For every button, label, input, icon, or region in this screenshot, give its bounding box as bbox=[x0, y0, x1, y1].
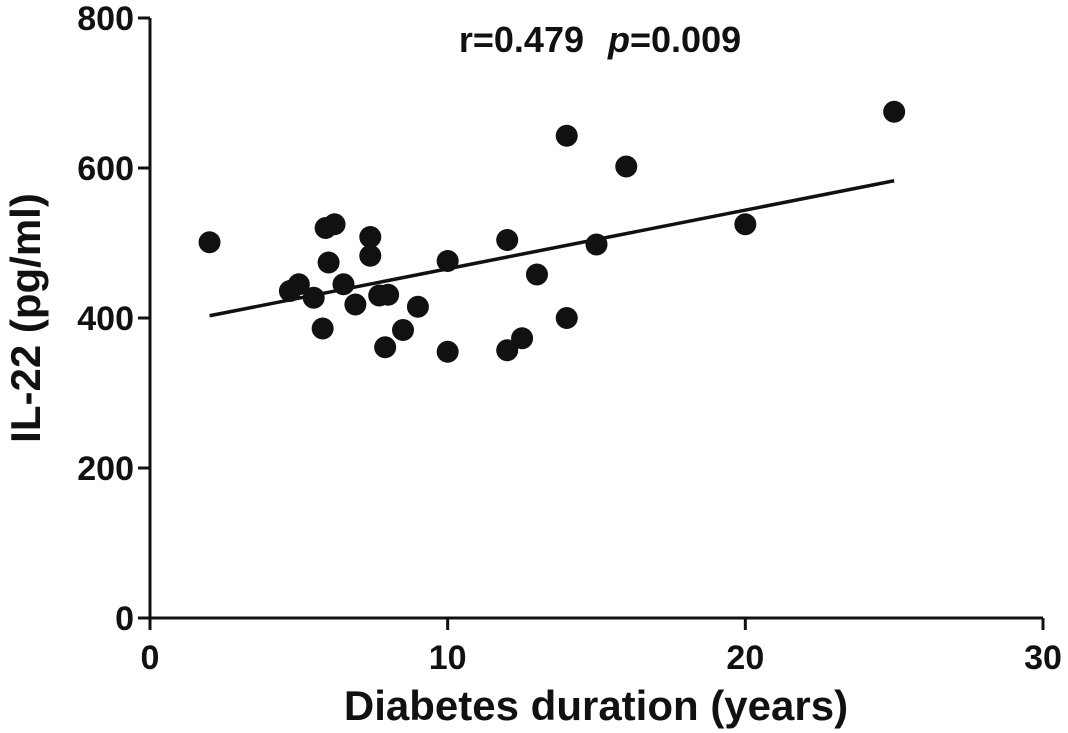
axes bbox=[148, 18, 1043, 620]
data-point bbox=[496, 339, 519, 362]
data-point bbox=[585, 233, 608, 256]
ticks: 0 10 20 30 0 200 400 600 800 bbox=[77, 0, 1062, 677]
x-axis-title: Diabetes duration (years) bbox=[344, 682, 848, 729]
correlation-annotation: r=0.479 p=0.009 bbox=[459, 19, 741, 60]
data-point bbox=[511, 327, 534, 350]
p-symbol: p bbox=[607, 19, 630, 60]
p-value: =0.009 bbox=[630, 19, 741, 60]
data-point bbox=[359, 244, 382, 267]
data-point bbox=[436, 340, 459, 363]
data-point bbox=[332, 273, 355, 296]
x-tick-label: 30 bbox=[1024, 639, 1062, 677]
y-axis-title: IL-22 (pg/ml) bbox=[2, 193, 49, 443]
data-point bbox=[615, 155, 638, 178]
data-point bbox=[392, 319, 415, 341]
y-tick-label: 600 bbox=[77, 150, 134, 188]
data-point bbox=[555, 124, 578, 147]
r-value: r=0.479 bbox=[459, 19, 584, 60]
y-tick-label: 800 bbox=[77, 0, 134, 38]
data-point bbox=[374, 336, 397, 359]
data-points bbox=[198, 100, 906, 363]
data-point bbox=[311, 317, 334, 340]
data-point bbox=[317, 251, 340, 274]
data-point bbox=[198, 231, 221, 254]
data-point bbox=[555, 307, 578, 329]
data-point bbox=[359, 226, 382, 248]
x-tick-label: 20 bbox=[726, 639, 764, 677]
x-tick-label: 0 bbox=[141, 639, 160, 677]
data-point bbox=[496, 229, 519, 251]
data-point bbox=[377, 283, 400, 306]
data-point bbox=[883, 100, 906, 123]
y-tick-label: 200 bbox=[77, 450, 134, 488]
data-point bbox=[406, 295, 429, 318]
data-point bbox=[302, 286, 325, 309]
data-point bbox=[323, 213, 346, 236]
data-point bbox=[525, 263, 548, 286]
data-point bbox=[436, 250, 459, 272]
y-tick-label: 0 bbox=[115, 600, 134, 638]
y-tick-label: 400 bbox=[77, 300, 134, 338]
data-point bbox=[734, 213, 757, 236]
data-point bbox=[287, 273, 310, 296]
x-tick-label: 10 bbox=[429, 639, 467, 677]
data-point bbox=[344, 293, 367, 316]
